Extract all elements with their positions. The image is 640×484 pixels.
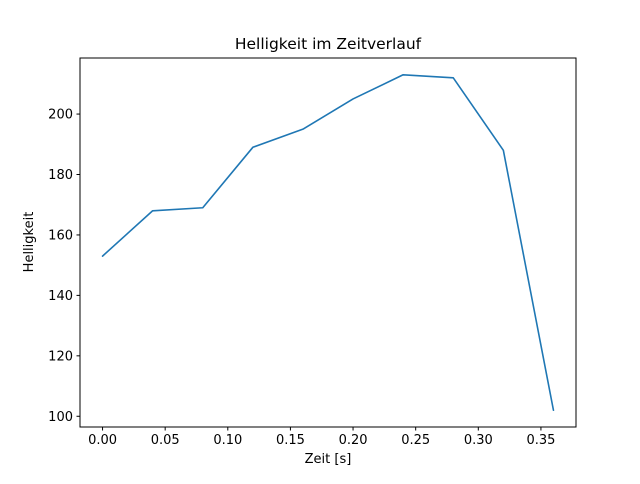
chart-generated-layer: 0.00 0.05 0.10 0.15 0.20 0.25 0.30 0.35 100 120 14… (48, 57, 577, 448)
x-tick-label: 0.35 (526, 433, 555, 448)
x-tick-label: 0.00 (88, 433, 117, 448)
y-tick-label: 200 (48, 108, 73, 123)
chart-title: Helligkeit im Zeitverlauf (235, 35, 422, 53)
y-tick-label: 120 (48, 349, 73, 364)
x-tick-label: 0.25 (401, 433, 430, 448)
plot-border (79, 57, 577, 428)
y-tick-label: 140 (48, 289, 73, 304)
data-line (101, 73, 555, 412)
x-tick-label: 0.05 (151, 433, 180, 448)
y-axis-label: Helligkeit (22, 212, 37, 273)
x-tick-label: 0.20 (339, 433, 368, 448)
x-tick-label: 0.15 (276, 433, 305, 448)
y-tick-label: 160 (48, 228, 73, 243)
x-tick-label: 0.30 (464, 433, 493, 448)
x-tick-label: 0.10 (213, 433, 242, 448)
x-axis-label: Zeit [s] (305, 452, 352, 467)
y-tick-label: 180 (48, 168, 73, 183)
y-tick-label: 100 (48, 410, 73, 425)
